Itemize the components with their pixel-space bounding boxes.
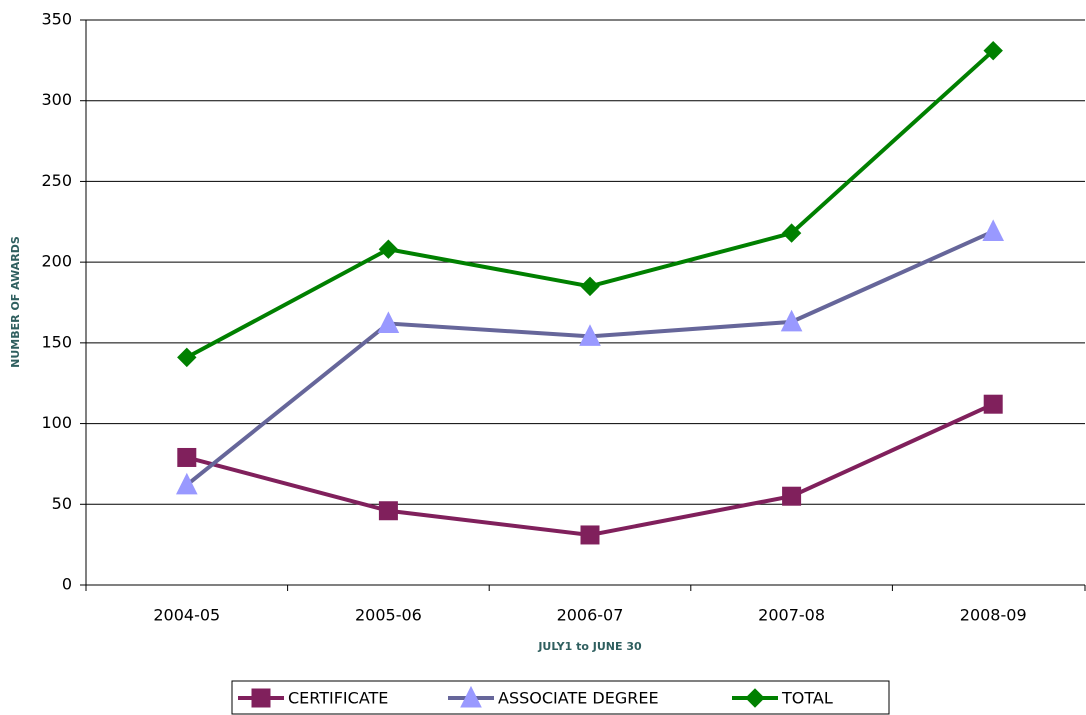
- x-tick-label: 2004-05: [153, 606, 220, 625]
- y-tick-label: 250: [41, 171, 72, 190]
- marker: [177, 447, 197, 467]
- marker: [177, 347, 197, 368]
- series-line: [185, 49, 995, 360]
- marker: [460, 685, 482, 708]
- marker: [580, 525, 600, 545]
- series-line: [185, 229, 995, 487]
- x-tick-label: 2006-07: [557, 606, 624, 625]
- legend-label: TOTAL: [781, 689, 833, 708]
- y-tick-label: 300: [41, 90, 72, 109]
- marker: [251, 688, 271, 708]
- marker: [378, 239, 399, 259]
- marker: [175, 472, 198, 495]
- x-tick-label: 2008-09: [960, 606, 1027, 625]
- legend-label: ASSOCIATE DEGREE: [498, 689, 659, 708]
- marker: [378, 501, 398, 521]
- marker: [782, 486, 802, 506]
- x-tick-label: 2007-08: [758, 606, 825, 625]
- marker: [579, 324, 601, 346]
- legend-label: CERTIFICATE: [288, 689, 388, 708]
- marker: [780, 309, 803, 332]
- marker: [781, 223, 802, 243]
- marker: [983, 40, 1003, 61]
- y-tick-label: 350: [41, 10, 72, 29]
- y-tick-label: 100: [41, 413, 72, 432]
- y-tick-label: 200: [41, 252, 72, 271]
- y-tick-label: 150: [41, 332, 72, 351]
- marker: [580, 276, 600, 297]
- x-tick-label: 2005-06: [355, 606, 422, 625]
- y-tick-label: 50: [52, 494, 72, 513]
- marker: [982, 219, 1005, 241]
- marker: [745, 688, 765, 708]
- legend-box: [231, 680, 890, 715]
- marker: [377, 311, 400, 333]
- y-axis-label: NUMBER OF AWARDS: [9, 236, 22, 368]
- marker: [983, 394, 1003, 414]
- x-axis-label: JULY1 to JUNE 30: [537, 640, 642, 653]
- y-tick-label: 0: [62, 575, 72, 594]
